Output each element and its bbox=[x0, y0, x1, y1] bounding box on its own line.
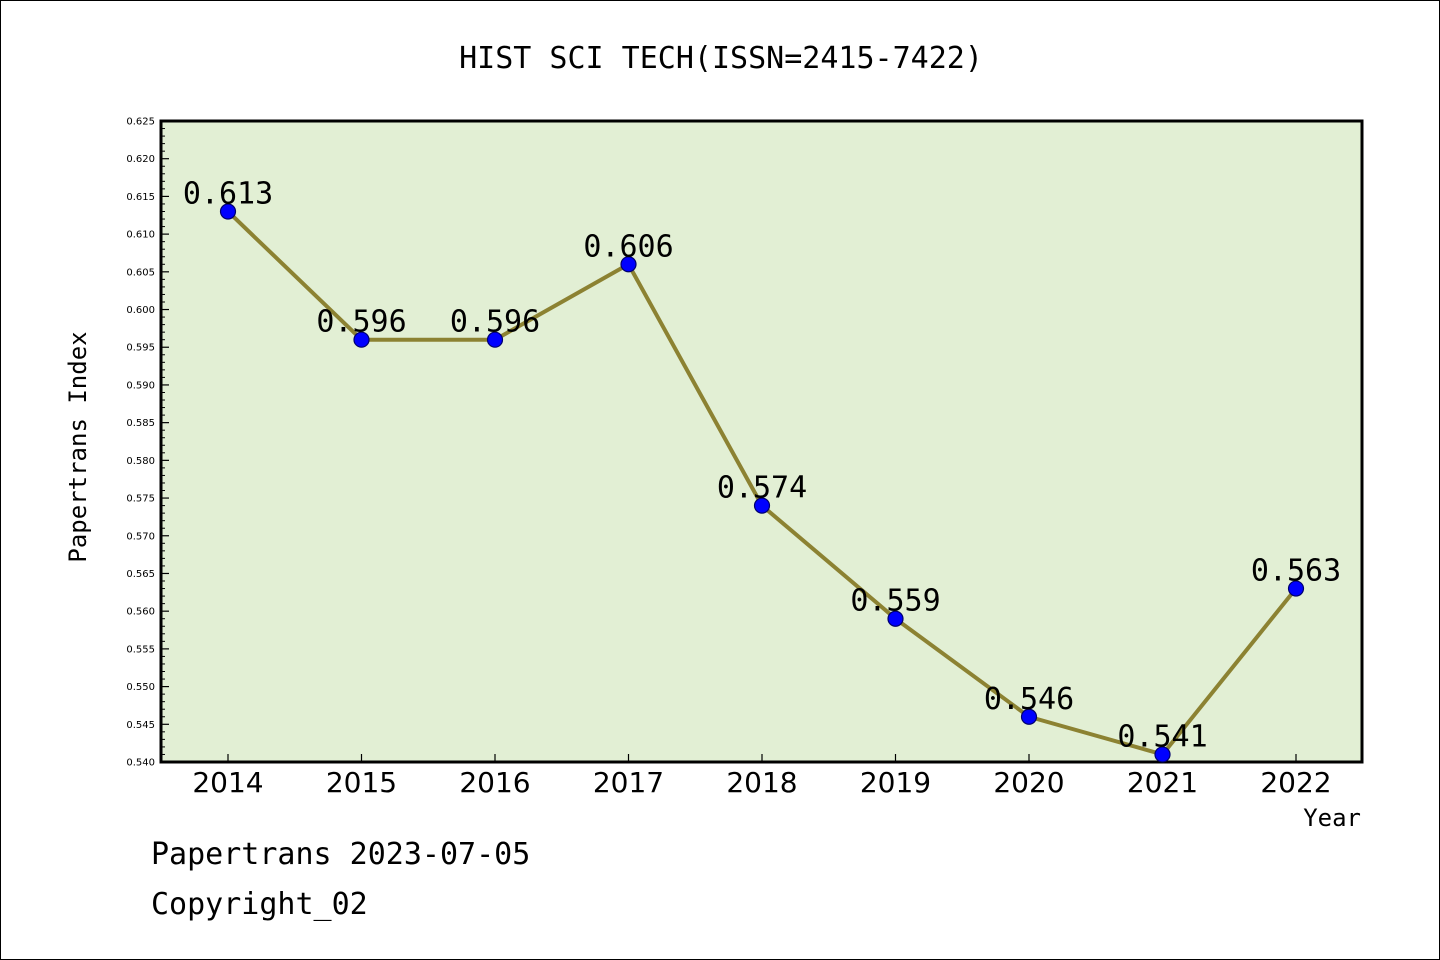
data-label: 0.606 bbox=[583, 229, 673, 264]
y-tick-label: 0.595 bbox=[126, 343, 155, 354]
x-tick-label: 2017 bbox=[593, 766, 664, 799]
x-tick-label: 2018 bbox=[726, 766, 797, 799]
data-point bbox=[620, 256, 637, 273]
data-label: 0.574 bbox=[717, 471, 807, 506]
x-axis-label: Year bbox=[1303, 804, 1361, 832]
chart-title: HIST SCI TECH(ISSN=2415-7422) bbox=[459, 41, 983, 76]
data-label: 0.596 bbox=[316, 305, 406, 340]
data-point bbox=[1020, 708, 1038, 725]
data-labels: 0.613 0.596 0.596 0.606 0.574 0.559 0.546 0.541… bbox=[183, 176, 1341, 754]
y-tick-label: 0.620 bbox=[126, 154, 155, 165]
y-axis: 0.540 0.545 0.550 0.555 0.560 0.565 0.570 0.575… bbox=[126, 117, 169, 769]
y-tick-label: 0.570 bbox=[126, 531, 155, 542]
data-label: 0.563 bbox=[1251, 554, 1341, 589]
y-tick-label: 0.550 bbox=[126, 682, 155, 693]
x-tick-label: 2020 bbox=[993, 766, 1064, 799]
data-label: 0.546 bbox=[984, 682, 1074, 717]
x-tick-label: 2019 bbox=[860, 766, 931, 799]
data-point bbox=[219, 203, 237, 220]
x-axis: 2014 2015 2016 2017 2018 2019 2020 2021 2022 bbox=[192, 754, 1332, 799]
y-tick-label: 0.610 bbox=[126, 230, 155, 241]
y-tick-label: 0.545 bbox=[126, 720, 155, 731]
series-papertrans-index bbox=[219, 203, 1305, 763]
y-tick-label: 0.585 bbox=[126, 418, 155, 429]
y-tick-label: 0.540 bbox=[126, 758, 155, 769]
copyright-text: Copyright_02 bbox=[151, 887, 368, 922]
data-point bbox=[887, 610, 904, 627]
x-tick-label: 2016 bbox=[459, 766, 530, 799]
source-date-text: Papertrans 2023-07-05 bbox=[151, 837, 530, 872]
y-tick-label: 0.555 bbox=[126, 644, 155, 655]
data-point bbox=[486, 331, 504, 348]
y-tick-label: 0.580 bbox=[126, 456, 155, 467]
y-tick-label: 0.615 bbox=[126, 192, 155, 203]
y-tick-label: 0.590 bbox=[126, 380, 155, 391]
x-tick-label: 2014 bbox=[192, 766, 263, 799]
plot-area bbox=[159, 119, 1364, 764]
data-label: 0.541 bbox=[1117, 719, 1207, 754]
data-point bbox=[353, 331, 370, 348]
data-label: 0.559 bbox=[850, 584, 940, 619]
y-tick-label: 0.600 bbox=[126, 305, 155, 316]
y-tick-label: 0.625 bbox=[126, 117, 155, 128]
data-point bbox=[1154, 746, 1171, 763]
y-tick-label: 0.560 bbox=[126, 607, 155, 618]
data-point bbox=[753, 497, 771, 514]
x-tick-label: 2015 bbox=[326, 766, 397, 799]
x-tick-label: 2022 bbox=[1260, 766, 1331, 799]
y-tick-label: 0.605 bbox=[126, 267, 155, 278]
y-axis-label: Papertrans Index bbox=[64, 331, 92, 562]
y-tick-label: 0.565 bbox=[126, 569, 155, 580]
y-tick-label: 0.575 bbox=[126, 494, 155, 505]
data-label: 0.596 bbox=[450, 305, 540, 340]
x-tick-label: 2021 bbox=[1127, 766, 1198, 799]
data-label: 0.613 bbox=[183, 176, 273, 211]
data-point bbox=[1287, 580, 1305, 597]
